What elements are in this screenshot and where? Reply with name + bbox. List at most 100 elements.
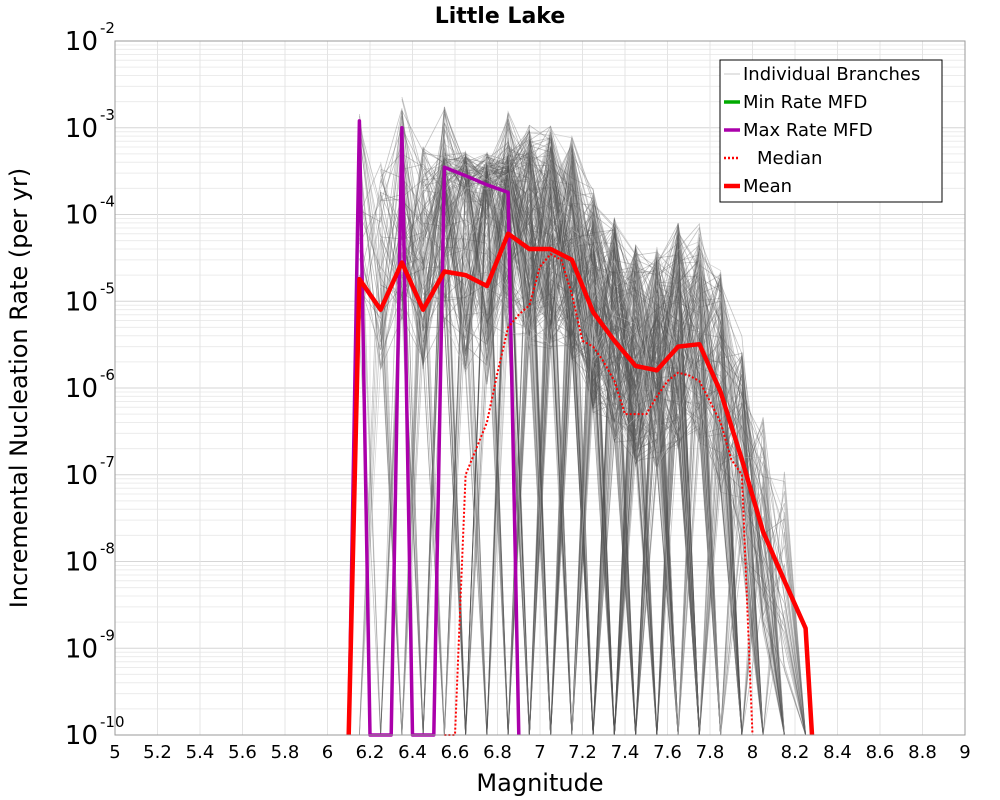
y-tick-label: 10 xyxy=(65,374,98,404)
x-tick-label: 8.2 xyxy=(781,742,810,763)
individual-branches xyxy=(359,96,806,736)
branch-line xyxy=(401,133,679,736)
x-tick-label: 8.6 xyxy=(866,742,895,763)
branch-line xyxy=(380,168,743,736)
y-tick-label: 10 xyxy=(65,548,98,578)
branch-line xyxy=(486,227,806,736)
branch-line xyxy=(401,154,806,736)
branch-line xyxy=(465,145,806,736)
branch-line xyxy=(444,159,679,736)
branch-line xyxy=(444,161,721,736)
branch-line xyxy=(380,121,806,736)
branch-line xyxy=(359,153,700,736)
branch-line xyxy=(486,110,721,736)
chart-title: Little Lake xyxy=(435,4,566,29)
branch-line xyxy=(444,153,806,736)
branch-line xyxy=(359,161,700,736)
x-tick-label: 5.8 xyxy=(271,742,300,763)
branch-line xyxy=(422,113,785,736)
branch-line xyxy=(380,125,679,736)
y-axis-label: Incremental Nucleation Rate (per yr) xyxy=(5,168,33,608)
x-tick-label: 9 xyxy=(959,742,970,763)
branch-line xyxy=(486,130,700,736)
legend-box xyxy=(719,59,943,203)
y-tick-label: 10 xyxy=(65,287,98,317)
branch-line xyxy=(422,141,679,736)
y-tick-exponent: -7 xyxy=(100,453,115,471)
branch-line xyxy=(465,119,806,736)
branch-line xyxy=(444,138,679,736)
legend-label: Median xyxy=(757,148,822,169)
branch-line xyxy=(486,153,742,736)
branch-line xyxy=(359,173,679,736)
branch-line xyxy=(444,161,721,736)
branch-line xyxy=(380,135,679,736)
branch-line xyxy=(444,142,785,736)
branch-line xyxy=(422,145,700,736)
branch-line xyxy=(444,121,700,736)
series-mean xyxy=(346,231,815,736)
y-tick-exponent: -4 xyxy=(100,193,115,211)
branch-line xyxy=(507,158,700,736)
branch-line xyxy=(401,111,679,736)
branch-line xyxy=(422,125,700,736)
branch-line xyxy=(444,177,785,736)
y-tick-exponent: -3 xyxy=(100,106,115,124)
branch-line xyxy=(486,153,700,736)
legend-label: Individual Branches xyxy=(743,64,920,85)
branch-line xyxy=(444,156,679,736)
branch-line xyxy=(380,126,679,736)
x-tick-label: 7 xyxy=(534,742,545,763)
branch-line xyxy=(401,182,721,736)
branch-line xyxy=(422,144,679,736)
x-axis-label: Magnitude xyxy=(476,769,603,797)
branch-line xyxy=(465,210,721,736)
branch-line xyxy=(359,110,806,736)
legend-label: Max Rate MFD xyxy=(743,120,873,141)
x-tick-label: 7.6 xyxy=(653,742,682,763)
branch-line xyxy=(380,171,721,736)
branch-line xyxy=(507,151,806,736)
branch-line xyxy=(444,120,764,736)
y-tick-exponent: -2 xyxy=(100,19,115,37)
branch-line xyxy=(401,156,785,736)
branch-line xyxy=(380,178,785,736)
grid xyxy=(114,41,966,736)
x-tick-label: 6.6 xyxy=(441,742,470,763)
branch-line xyxy=(486,179,743,736)
x-tick-label: 8.8 xyxy=(908,742,937,763)
branch-line xyxy=(401,139,806,736)
branch-line xyxy=(380,145,785,736)
branch-line xyxy=(380,122,721,736)
legend: Individual Branches Min Rate MFD Max Rate … xyxy=(719,59,943,203)
branch-line xyxy=(422,160,764,736)
y-tick-label: 10 xyxy=(65,461,98,491)
branch-line xyxy=(359,156,785,736)
branch-line xyxy=(401,106,806,736)
branch-line xyxy=(359,134,679,736)
x-tick-label: 6.2 xyxy=(356,742,385,763)
x-tick-labels: 5 5.2 5.4 5.6 5.8 6 6.2 6.4 6.6 6.8 7 7.2 7.4 7.6 7.8 8… xyxy=(109,742,970,763)
x-tick-label: 5.2 xyxy=(143,742,172,763)
branch-line xyxy=(380,169,721,736)
y-tick-label: 10 xyxy=(65,27,98,57)
branch-line xyxy=(507,162,785,736)
x-tick-label: 8 xyxy=(747,742,758,763)
branch-line xyxy=(507,192,721,736)
branch-line xyxy=(465,185,721,736)
branch-line xyxy=(401,138,764,736)
branch-line xyxy=(380,162,785,736)
y-tick-exponent: -9 xyxy=(100,626,115,644)
x-tick-label: 5.6 xyxy=(228,742,257,763)
y-tick-exponent: -8 xyxy=(100,540,115,558)
branch-line xyxy=(380,149,743,736)
legend-label: Min Rate MFD xyxy=(743,92,867,113)
branch-line xyxy=(486,140,785,736)
branch-line xyxy=(444,166,764,736)
y-tick-label: 10 xyxy=(65,114,98,144)
y-tick-label: 10 xyxy=(65,721,98,751)
y-tick-label: 10 xyxy=(65,201,98,231)
branch-line xyxy=(401,99,743,736)
